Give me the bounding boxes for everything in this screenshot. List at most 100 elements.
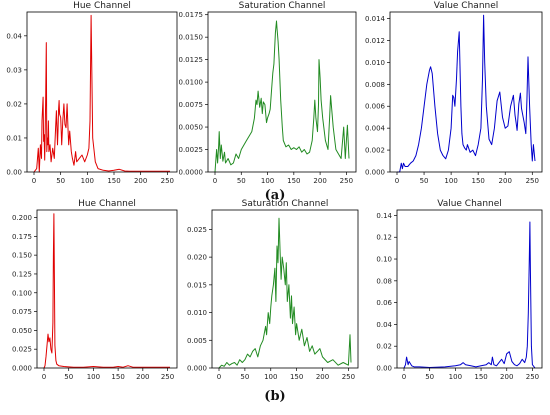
subplot-title: Saturation Channel bbox=[239, 1, 326, 11]
y-tick-label: 0.04 bbox=[376, 321, 392, 329]
x-tick-label: 250 bbox=[161, 177, 174, 185]
y-tick-label: 0.0075 bbox=[179, 101, 204, 109]
plot-frame bbox=[211, 209, 359, 369]
x-tick-label: 200 bbox=[313, 177, 326, 185]
y-tick-label: 0.0025 bbox=[179, 146, 204, 154]
y-tick-label: 0.0150 bbox=[179, 34, 204, 42]
y-tick-label: 0.04 bbox=[6, 32, 22, 40]
y-tick-label: 0.08 bbox=[376, 277, 392, 285]
x-tick-label: 100 bbox=[261, 177, 274, 185]
y-tick-label: 0.014 bbox=[365, 15, 386, 23]
x-tick-label: 150 bbox=[287, 177, 300, 185]
y-tick-label: 0.000 bbox=[12, 365, 32, 373]
x-tick-label: 150 bbox=[290, 373, 303, 381]
y-tick-label: 0.02 bbox=[6, 100, 22, 108]
x-tick-label: 150 bbox=[107, 177, 120, 185]
y-tick-label: 0.12 bbox=[376, 234, 392, 242]
x-tick-label: 250 bbox=[340, 177, 353, 185]
y-tick-label: 0.075 bbox=[12, 308, 32, 316]
x-tick-label: 50 bbox=[237, 177, 246, 185]
subplot-4: Hue Channel 0.000 0.025 0.050 0.075 0.100 0.12… bbox=[12, 199, 178, 381]
y-tick-label: 0.006 bbox=[365, 103, 386, 111]
subplot-title: Value Channel bbox=[437, 199, 502, 209]
plot-frame bbox=[396, 209, 543, 369]
y-tick-label: 0.002 bbox=[365, 147, 385, 155]
x-tick-label: 250 bbox=[526, 177, 539, 185]
y-tick-label: 0.0100 bbox=[179, 79, 204, 87]
y-tick-label: 0.010 bbox=[187, 309, 207, 317]
subplot-title: Hue Channel bbox=[73, 1, 131, 11]
subplot-title: Saturation Channel bbox=[242, 199, 329, 209]
x-tick-label: 0 bbox=[395, 177, 399, 185]
subplot-2: Saturation Channel 0.0000 0.0025 0.0050 0.00… bbox=[179, 1, 357, 185]
x-tick-label: 0 bbox=[213, 177, 217, 185]
y-tick-label: 0.175 bbox=[12, 233, 32, 241]
x-tick-label: 50 bbox=[420, 177, 429, 185]
series-line bbox=[33, 14, 170, 173]
x-tick-label: 50 bbox=[56, 177, 65, 185]
subplot-5: Saturation Channel 0.000 0.005 0.010 0.015 0.… bbox=[187, 199, 359, 381]
y-tick-label: 0.005 bbox=[187, 337, 207, 345]
x-tick-label: 100 bbox=[81, 177, 94, 185]
plot-frame bbox=[207, 11, 357, 173]
subplot-3: Value Channel 0.000 0.002 0.004 0.006 0.008 0.… bbox=[365, 1, 543, 185]
x-tick-label: 0 bbox=[402, 373, 406, 381]
y-tick-label: 0.10 bbox=[376, 256, 392, 264]
y-tick-label: 0.100 bbox=[12, 289, 32, 297]
x-tick-label: 150 bbox=[474, 373, 487, 381]
y-tick-label: 0.150 bbox=[12, 252, 32, 260]
x-tick-label: 100 bbox=[444, 177, 457, 185]
series-line bbox=[43, 213, 170, 369]
series-line bbox=[403, 221, 536, 369]
y-tick-label: 0.000 bbox=[365, 169, 385, 177]
x-tick-label: 200 bbox=[499, 177, 512, 185]
x-tick-label: 200 bbox=[500, 373, 513, 381]
y-tick-label: 0.06 bbox=[376, 299, 392, 307]
series-line bbox=[214, 20, 350, 173]
y-tick-label: 0.015 bbox=[187, 281, 207, 289]
subplot-title: Value Channel bbox=[434, 1, 499, 11]
y-tick-label: 0.125 bbox=[12, 270, 32, 278]
y-tick-label: 0.025 bbox=[187, 226, 207, 234]
x-tick-label: 250 bbox=[161, 373, 174, 381]
y-tick-label: 0.012 bbox=[365, 37, 385, 45]
x-tick-label: 250 bbox=[342, 373, 355, 381]
x-tick-label: 50 bbox=[64, 373, 73, 381]
y-tick-label: 0.03 bbox=[6, 66, 22, 74]
y-tick-label: 0.004 bbox=[365, 125, 386, 133]
x-tick-label: 150 bbox=[471, 177, 484, 185]
x-tick-label: 200 bbox=[136, 373, 149, 381]
y-tick-label: 0.14 bbox=[376, 212, 392, 220]
series-line bbox=[218, 217, 352, 369]
x-tick-label: 0 bbox=[217, 373, 221, 381]
y-tick-label: 0.01 bbox=[6, 134, 22, 142]
x-tick-label: 200 bbox=[134, 177, 147, 185]
plot-frame bbox=[389, 11, 543, 173]
y-tick-label: 0.008 bbox=[365, 81, 385, 89]
x-tick-label: 250 bbox=[526, 373, 539, 381]
subplot-1: Hue Channel 0.00 0.01 0.02 0.03 0.04 0 50 100 150… bbox=[6, 1, 178, 185]
y-tick-label: 0.0050 bbox=[179, 124, 204, 132]
x-tick-label: 50 bbox=[240, 373, 249, 381]
y-tick-label: 0.050 bbox=[12, 327, 32, 335]
y-tick-label: 0.020 bbox=[187, 254, 207, 262]
subplot-title: Hue Channel bbox=[78, 199, 136, 209]
y-tick-label: 0.000 bbox=[187, 365, 207, 373]
y-tick-label: 0.010 bbox=[365, 59, 385, 67]
x-tick-label: 150 bbox=[111, 373, 124, 381]
x-tick-label: 0 bbox=[42, 373, 46, 381]
y-tick-label: 0.00 bbox=[6, 169, 22, 177]
y-tick-label: 0.0125 bbox=[179, 56, 204, 64]
y-tick-label: 0.0175 bbox=[179, 11, 204, 19]
x-tick-label: 200 bbox=[316, 373, 329, 381]
plot-frame bbox=[26, 11, 178, 173]
series-line bbox=[397, 14, 536, 173]
plot-frame bbox=[36, 209, 178, 369]
subplot-6: Value Channel 0.00 0.02 0.04 0.06 0.08 0.10 0.1… bbox=[376, 199, 543, 381]
caption-a: (a) bbox=[264, 188, 286, 203]
y-tick-label: 0.0000 bbox=[179, 169, 204, 177]
y-tick-label: 0.00 bbox=[376, 365, 392, 373]
x-tick-label: 100 bbox=[87, 373, 100, 381]
y-tick-label: 0.02 bbox=[376, 343, 392, 351]
